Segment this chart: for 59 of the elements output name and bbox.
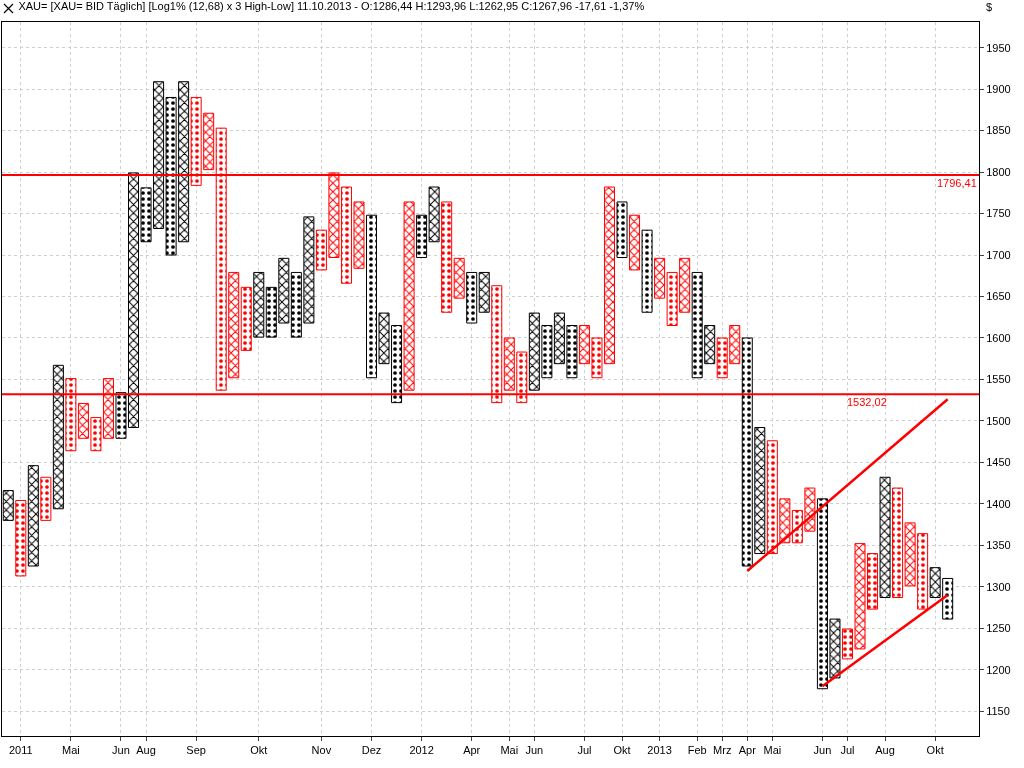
x-tick-label: Feb [687,744,707,757]
chart-title: XAU= [XAU= BID Täglich] [Log1% (12,68) x 3 High-Low] 11.10.2013 - O:1286,44 H:1293,96 L:1262,95 C:1267,96 -17,61 -1,37% [18,0,645,12]
y-tick-label: 1900 [986,83,1011,96]
y-tick-label: 1950 [986,41,1011,54]
y-tick-label: 1200 [986,663,1011,676]
y-tick-label: 1750 [986,207,1011,220]
y-axis-title: $ [986,1,993,13]
x-tick-label: 2013 [647,744,672,757]
bar [466,271,478,324]
x-tick-label: 2012 [409,744,434,757]
x-tick-label: Mai [763,744,782,757]
bar [27,465,39,567]
y-tick-label: 1400 [986,497,1011,510]
bar [629,214,641,271]
x-tick-label: 2011 [8,744,33,757]
bar [453,257,465,299]
y-tick-label: 1450 [986,456,1011,469]
x-tick-label: Nov [311,744,332,757]
x-tick-label: Jul [577,744,592,757]
bar [879,476,891,599]
x-tick-label: Jun [813,744,832,757]
ref-line-label: 1532,02 [847,396,887,408]
bar [52,364,64,510]
x-tick-label: Okt [613,744,631,757]
ref-line-label: 1796,41 [937,177,977,189]
x-tick-label: Mai [62,744,80,757]
x-tick-label: Dez [361,744,382,757]
x-tick-label: Apr [738,744,757,757]
y-tick-label: 1850 [986,124,1011,137]
x-tick-label: Aug [875,744,895,757]
x-tick-label: Sep [186,744,206,757]
x-tick-label: Okt [926,744,944,757]
x-tick-label: Jun [112,744,130,757]
x-tick-label: Okt [250,744,268,757]
y-tick-label: 1600 [986,331,1011,344]
y-tick-label: 1500 [986,414,1011,427]
y-tick-label: 1650 [986,290,1011,303]
y-tick-label: 1150 [986,704,1010,717]
bar [441,201,453,313]
x-tick-label: Mrz [713,744,732,757]
x-tick-label: Jul [840,744,855,757]
bar [15,499,27,577]
bar [240,286,252,351]
bar [403,201,415,391]
x-tick-label: Jun [525,744,544,757]
y-tick-label: 1250 [986,622,1011,635]
bar [40,476,52,521]
bar [478,271,490,313]
bar [641,229,653,313]
x-tick-label: Mai [500,744,519,757]
y-tick-label: 1350 [986,539,1011,552]
bar [616,201,628,259]
x-tick-label: Apr [463,744,481,757]
y-tick-label: 1550 [986,373,1011,386]
bar [253,271,265,338]
y-tick-label: 1700 [986,248,1011,261]
x-tick-label: Aug [136,744,156,757]
y-tick-label: 1800 [986,165,1011,178]
y-tick-label: 1300 [986,580,1011,593]
